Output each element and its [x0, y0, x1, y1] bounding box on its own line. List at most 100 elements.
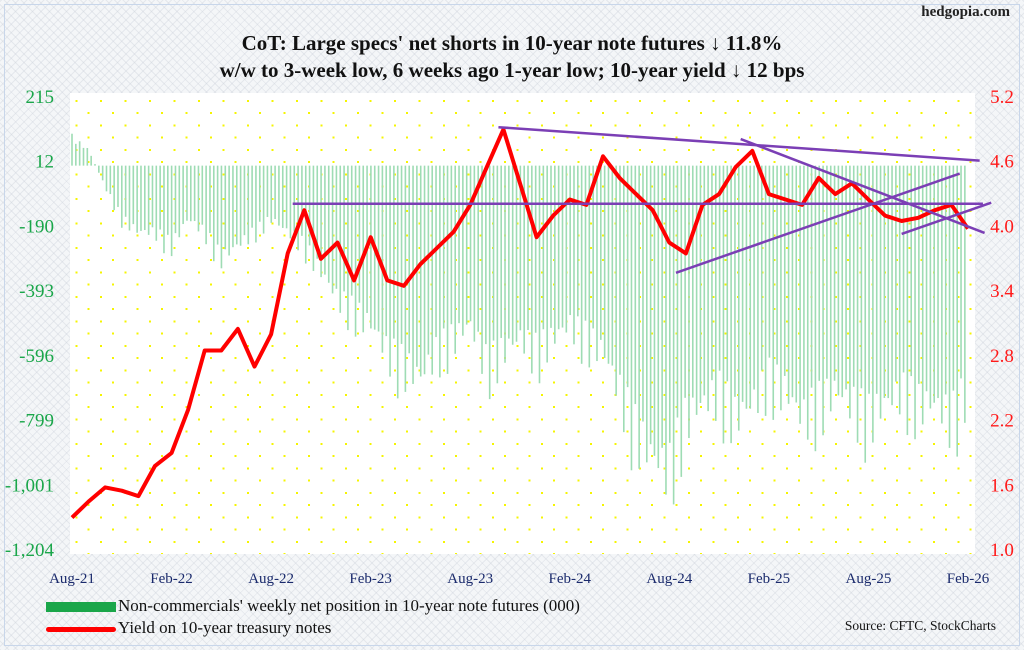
position-bar [212, 165, 215, 262]
position-bar [726, 165, 729, 382]
position-bar [734, 165, 736, 397]
position-bar [224, 165, 227, 250]
chart-frame [4, 4, 1020, 646]
x-axis-tick: Aug-22 [248, 571, 294, 587]
chart-title-line1: CoT: Large specs' net shorts in 10-year … [241, 31, 783, 55]
position-bar [473, 165, 476, 342]
x-axis-tick: Feb-24 [549, 571, 592, 587]
position-bar [826, 165, 828, 379]
position-bar [676, 165, 679, 418]
left-axis-tick: -1,001 [5, 475, 54, 496]
right-axis-tick: 4.6 [990, 152, 1014, 173]
right-axis-tick: 2.2 [990, 411, 1014, 432]
position-bar [818, 165, 821, 381]
position-bar [833, 165, 836, 381]
position-bar [189, 165, 192, 222]
position-bar [297, 165, 299, 251]
position-bar [408, 165, 411, 354]
position-bar [101, 165, 104, 181]
position-bar [144, 165, 146, 231]
legend-item-bars: Non-commercials' weekly net position in … [46, 596, 580, 616]
position-bar [791, 165, 794, 398]
position-bar [262, 165, 265, 234]
position-bar [109, 165, 112, 195]
position-bar [243, 165, 246, 236]
position-bar [442, 165, 445, 329]
position-bar [695, 165, 698, 415]
chart-title-line2: w/w to 3-week low, 6 weeks ago 1-year lo… [219, 58, 805, 82]
position-bar [458, 165, 460, 324]
position-bar [918, 165, 920, 384]
position-bar [872, 165, 874, 443]
left-axis-tick: -393 [19, 281, 54, 302]
right-axis-tick: 1.0 [990, 540, 1014, 561]
position-bar [274, 165, 276, 220]
position-bar [653, 165, 656, 456]
position-bar [960, 165, 962, 379]
position-bar [320, 165, 322, 278]
position-bar [845, 165, 847, 390]
position-bar [75, 143, 77, 166]
position-bar [519, 165, 522, 331]
position-bar [730, 165, 732, 444]
position-bar [316, 165, 319, 259]
position-bar [504, 165, 506, 363]
position-bar [546, 165, 548, 363]
position-bar [308, 165, 311, 246]
position-bar [718, 165, 721, 371]
position-bar [787, 165, 790, 404]
position-bar [477, 165, 479, 332]
position-bar [757, 165, 759, 414]
position-bar [688, 165, 690, 439]
position-bar [117, 165, 119, 207]
position-bar [251, 165, 253, 228]
position-bar [488, 165, 491, 400]
position-bar [615, 165, 617, 396]
position-bar [944, 165, 947, 395]
position-bar [554, 165, 556, 344]
position-bar [174, 165, 177, 234]
x-axis-tick: Aug-23 [447, 571, 493, 587]
position-bar [868, 165, 870, 394]
position-bar [339, 165, 342, 313]
position-bar [864, 165, 867, 463]
position-bar [837, 165, 840, 396]
position-bar [929, 165, 932, 409]
position-bar [898, 165, 901, 415]
position-bar [753, 165, 755, 390]
position-bar [247, 165, 250, 245]
position-bar [201, 165, 204, 225]
x-axis-tick: Feb-26 [947, 571, 990, 587]
position-bar [722, 165, 725, 444]
x-axis-tick: Aug-25 [846, 571, 892, 587]
position-bar [891, 165, 893, 406]
position-bar [764, 165, 767, 416]
position-bar [691, 165, 694, 398]
position-bar [956, 165, 958, 457]
left-axis-tick: -799 [19, 411, 54, 432]
position-bar [197, 165, 200, 232]
position-bar [281, 165, 284, 228]
position-bar [699, 165, 702, 403]
position-bar [167, 165, 169, 235]
position-bar [462, 165, 464, 336]
position-bar [933, 165, 936, 403]
position-bar [776, 165, 778, 365]
position-bar [964, 165, 966, 423]
right-axis-tick: 1.6 [990, 475, 1014, 496]
left-axis-tick: -1,204 [5, 540, 55, 561]
position-bar [906, 165, 909, 436]
x-axis-tick: Aug-24 [646, 571, 692, 587]
position-bar [255, 165, 257, 243]
right-axis-tick: 4.0 [990, 216, 1014, 237]
position-bar [335, 165, 338, 289]
position-bar [592, 165, 594, 329]
position-bar [427, 165, 430, 355]
position-bar [347, 165, 349, 331]
position-bar [573, 165, 575, 345]
position-bar [508, 165, 510, 339]
position-bar [301, 165, 303, 236]
position-bar [98, 165, 100, 173]
position-bar [228, 165, 230, 256]
trendline [675, 172, 961, 274]
